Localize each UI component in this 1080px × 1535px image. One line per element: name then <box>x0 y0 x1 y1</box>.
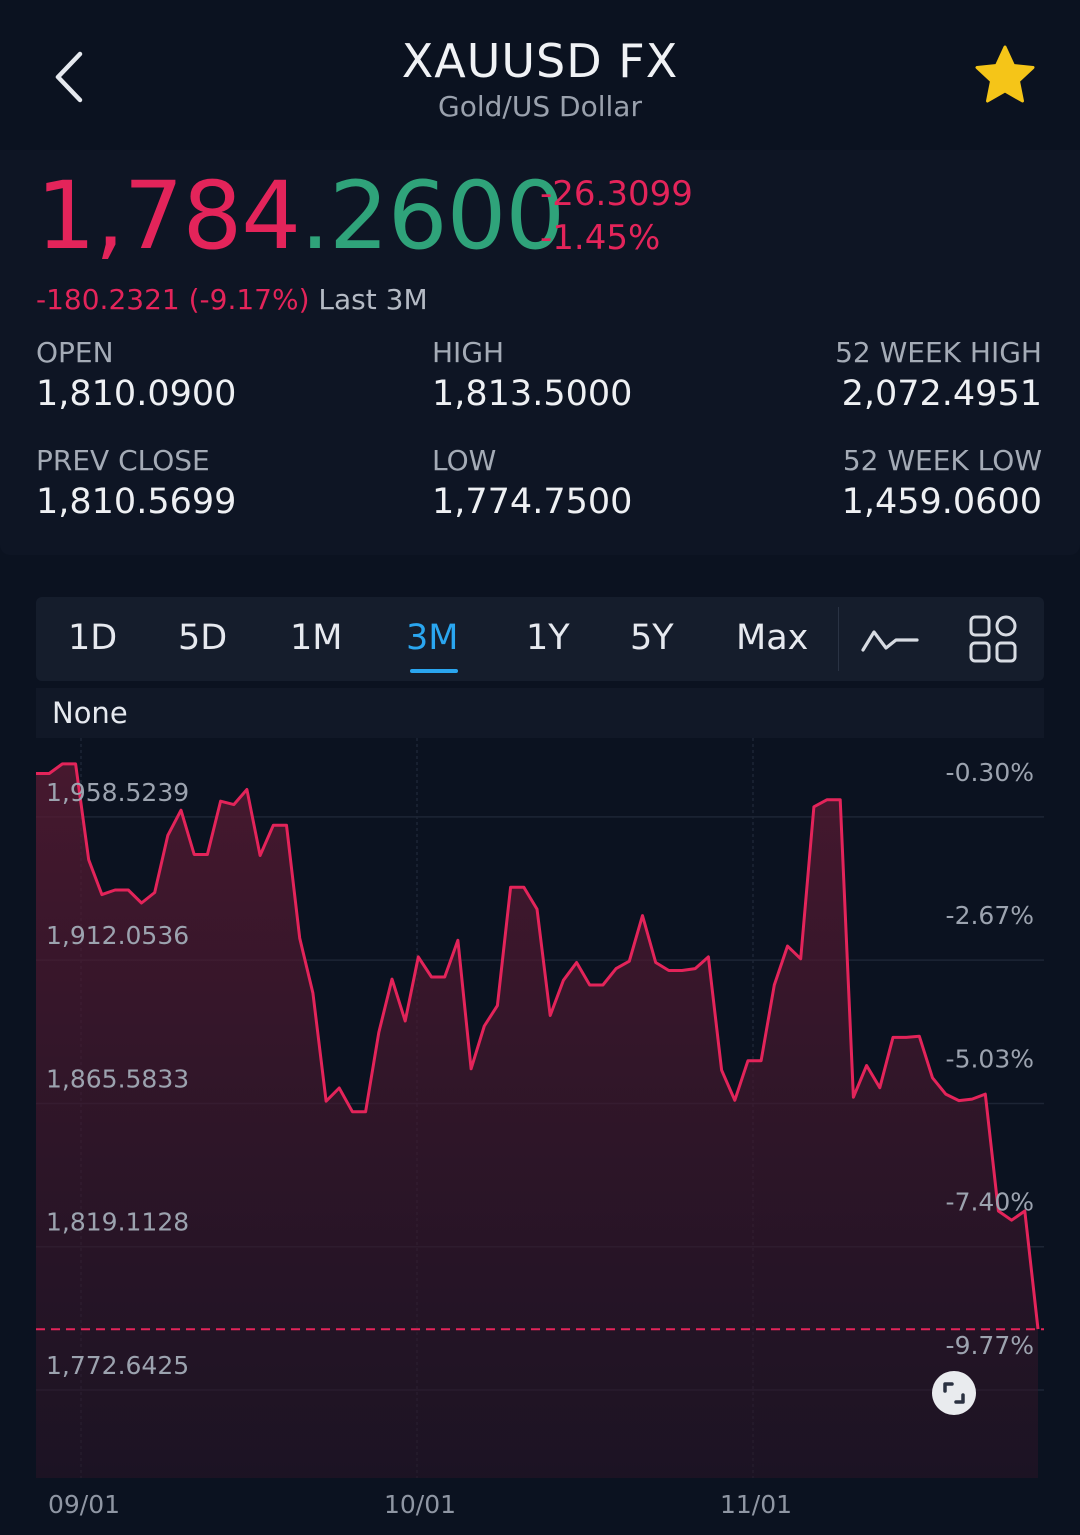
y-tick-label: 1,958.5239 <box>46 778 189 807</box>
tab-5y[interactable]: 5Y <box>630 618 674 658</box>
stat-prev-close: PREV CLOSE 1,810.5699 <box>36 444 236 526</box>
line-chart-icon <box>861 630 919 652</box>
x-axis <box>0 1478 1080 1535</box>
price-change-percent: -1.45% <box>540 218 661 258</box>
star-icon <box>975 45 1035 103</box>
y-percent-tick-label: -7.40% <box>946 1188 1034 1217</box>
range-change: -180.2321 (-9.17%) <box>36 283 310 316</box>
y-tick-label: 1,772.6425 <box>46 1351 189 1380</box>
tab-1y[interactable]: 1Y <box>526 618 570 658</box>
last-price: 1,784.2600 <box>36 162 565 272</box>
last-price-main: 1,784 <box>36 162 301 271</box>
stat-52w-low: 52 WEEK LOW 1,459.0600 <box>842 444 1042 526</box>
range-label: Last 3M <box>318 283 428 316</box>
y-tick-label: 1,819.1128 <box>46 1208 189 1237</box>
last-price-decimals: .2600 <box>300 162 565 271</box>
stat-value: 1,810.0900 <box>36 374 237 414</box>
stat-label: OPEN <box>36 336 114 369</box>
price-area <box>36 763 1038 1478</box>
stat-low: LOW 1,774.7500 <box>432 444 632 526</box>
price-line <box>36 762 1040 1330</box>
stat-label: 52 WEEK LOW <box>842 444 1042 477</box>
price-change: -26.3099 <box>540 174 693 214</box>
grid-icon <box>969 615 1017 663</box>
y-tick-label: 1,865.5833 <box>46 1064 189 1093</box>
expand-icon <box>943 1382 965 1404</box>
y-percent-tick-label: -2.67% <box>946 901 1034 930</box>
tab-3m[interactable]: 3M <box>406 618 459 658</box>
x-tick-label: 09/01 <box>48 1490 121 1519</box>
stat-label: PREV CLOSE <box>36 444 210 477</box>
tab-1d[interactable]: 1D <box>68 618 118 658</box>
indicator-selector[interactable]: None <box>36 688 1044 738</box>
back-button[interactable] <box>44 42 104 112</box>
stat-open: OPEN 1,810.0900 <box>36 336 236 418</box>
price-chart[interactable]: 1,958.5239 -0.30% 1,912.0536 -2.67% 1,865.58… <box>36 738 1044 1478</box>
stat-value: 2,072.4951 <box>841 374 1042 414</box>
top-bar: XAUUSD FX Gold/US Dollar <box>0 0 1080 150</box>
stat-value: 1,810.5699 <box>36 482 237 522</box>
quote-panel: 1,784.2600 -26.3099 -1.45% -180.2321 (-9… <box>0 150 1080 555</box>
stat-label: LOW <box>432 444 497 477</box>
stat-value: 1,459.0600 <box>841 482 1042 522</box>
layout-button[interactable] <box>968 614 1018 664</box>
stat-value: 1,774.7500 <box>432 482 633 522</box>
x-tick-label: 10/01 <box>384 1490 457 1519</box>
active-tab-indicator <box>410 669 458 673</box>
y-percent-tick-label: -5.03% <box>946 1044 1034 1073</box>
tab-5d[interactable]: 5D <box>178 618 228 658</box>
page-subtitle: Gold/US Dollar <box>438 90 642 123</box>
y-tick-label: 1,912.0536 <box>46 921 189 950</box>
price-chart-svg: 1,958.5239 -0.30% 1,912.0536 -2.67% 1,865.58… <box>36 738 1044 1478</box>
tabs-divider <box>838 607 839 671</box>
chevron-left-icon <box>55 51 83 103</box>
tab-1m[interactable]: 1M <box>290 618 343 658</box>
y-percent-tick-label: -9.77% <box>946 1331 1034 1360</box>
stat-label: HIGH <box>432 336 505 369</box>
stat-high: HIGH 1,813.5000 <box>432 336 632 418</box>
stat-value: 1,813.5000 <box>432 374 633 414</box>
range-performance: -180.2321 (-9.17%) Last 3M <box>36 282 428 318</box>
stat-52w-high: 52 WEEK HIGH 2,072.4951 <box>835 336 1042 418</box>
chart-type-button[interactable] <box>860 620 920 660</box>
stat-label: 52 WEEK HIGH <box>835 336 1042 369</box>
period-tabs <box>36 597 1044 681</box>
page-title: XAUUSD FX <box>401 34 679 88</box>
tab-max[interactable]: Max <box>736 618 809 658</box>
fullscreen-button[interactable] <box>932 1371 976 1415</box>
y-percent-tick-label: -0.30% <box>946 758 1034 787</box>
indicator-label: None <box>52 696 128 730</box>
x-tick-label: 11/01 <box>720 1490 793 1519</box>
favorite-button[interactable] <box>970 40 1040 110</box>
